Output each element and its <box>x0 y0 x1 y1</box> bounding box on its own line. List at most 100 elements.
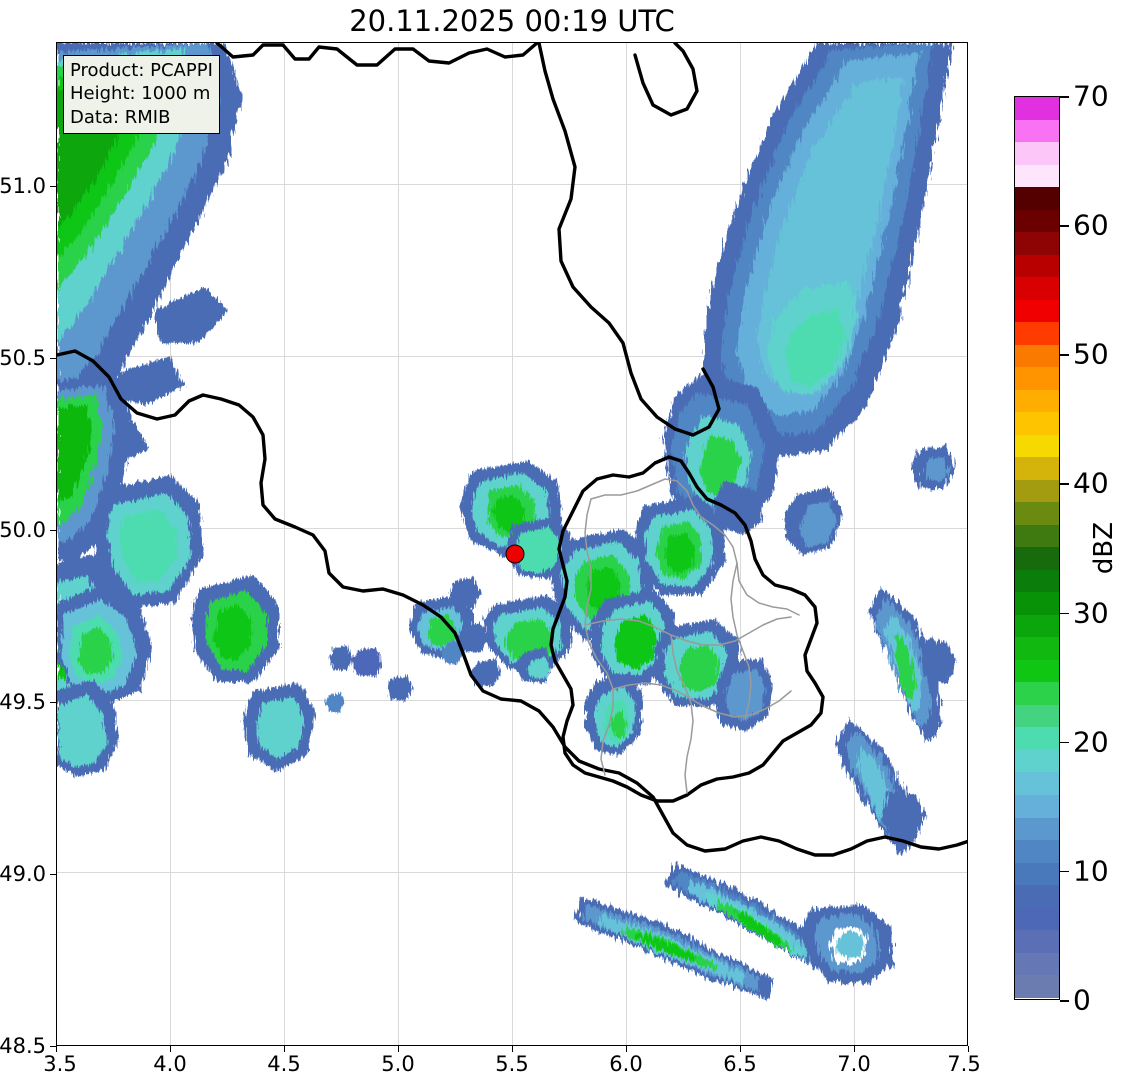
y-tick-label: 49.0 <box>0 862 46 886</box>
colorbar-tick <box>1060 870 1069 873</box>
colorbar-segment <box>1015 254 1059 278</box>
colorbar-segment <box>1015 885 1059 908</box>
colorbar-segment <box>1015 187 1059 210</box>
colorbar-segment <box>1015 367 1059 390</box>
gridline-vertical <box>284 43 285 1045</box>
colorbar-segment <box>1015 322 1059 345</box>
y-tick <box>50 702 56 703</box>
gridline-horizontal <box>57 356 967 357</box>
echo-southeast-lines <box>575 445 957 999</box>
x-tick <box>398 1046 399 1052</box>
colorbar-segment <box>1015 907 1059 931</box>
colorbar-tick <box>1060 96 1069 98</box>
colorbar-tick <box>1060 612 1069 615</box>
colorbar-segment <box>1015 457 1059 480</box>
colorbar-segment <box>1015 772 1059 795</box>
colorbar-segment <box>1015 840 1059 863</box>
info-data-line: Data: RMIB <box>70 106 171 128</box>
gridline-horizontal <box>57 184 967 185</box>
y-tick-label: 51.0 <box>0 174 46 198</box>
product-info-box: Product: PCAPPI Height: 1000 m Data: RMI… <box>63 55 220 135</box>
colorbar-tick-label: 50 <box>1073 337 1109 371</box>
country-borders <box>57 43 967 857</box>
colorbar-segment <box>1015 412 1059 435</box>
colorbar-segment <box>1015 614 1059 638</box>
x-tick-label: 4.5 <box>267 1052 301 1076</box>
colorbar-segment <box>1015 502 1059 525</box>
x-tick-label: 7.0 <box>837 1052 871 1076</box>
y-tick <box>50 530 56 531</box>
colorbar-segment <box>1015 434 1059 458</box>
colorbar-segment <box>1015 547 1059 570</box>
x-tick <box>512 1046 513 1052</box>
y-tick <box>50 358 56 359</box>
x-tick-label: 3.5 <box>43 1052 77 1076</box>
echo-luxembourg-showers <box>409 461 773 755</box>
dbz-colorbar[interactable] <box>1014 96 1060 1000</box>
gridline-vertical <box>398 43 399 1045</box>
y-tick-label: 48.5 <box>0 1034 46 1058</box>
x-tick <box>284 1046 285 1052</box>
colorbar-segment <box>1015 232 1059 255</box>
colorbar-segment <box>1015 164 1059 188</box>
gridline-horizontal <box>57 872 967 873</box>
colorbar-segment <box>1015 524 1059 548</box>
colorbar-tick-label: 70 <box>1073 79 1109 113</box>
y-tick <box>50 186 56 187</box>
colorbar-tick-label: 10 <box>1073 854 1109 888</box>
colorbar-segment <box>1015 277 1059 300</box>
colorbar-segment <box>1015 299 1059 323</box>
info-product-line: Product: PCAPPI <box>70 60 213 81</box>
y-tick-label: 49.5 <box>0 690 46 714</box>
colorbar-segment <box>1015 389 1059 413</box>
colorbar-tick-label: 0 <box>1073 983 1091 1017</box>
colorbar-tick-label: 20 <box>1073 725 1109 759</box>
colorbar-segment <box>1015 479 1059 503</box>
x-tick <box>740 1046 741 1052</box>
colorbar-tick <box>1060 225 1069 227</box>
colorbar-segment <box>1015 659 1059 683</box>
y-tick-label: 50.5 <box>0 346 46 370</box>
echo-west-cluster <box>57 373 131 563</box>
x-tick <box>626 1046 627 1052</box>
radar-map-canvas <box>57 43 967 999</box>
x-tick-label: 5.0 <box>381 1052 415 1076</box>
radar-site-marker[interactable] <box>505 544 525 564</box>
echo-northeast-band <box>703 43 953 457</box>
colorbar-segment <box>1015 975 1059 998</box>
echo-small-scattered <box>325 577 553 713</box>
echo-midwest-blobs <box>91 475 315 771</box>
colorbar-tick <box>1060 483 1069 485</box>
colorbar-segment <box>1015 704 1059 728</box>
luxembourg-district-borders <box>584 478 800 794</box>
colorbar-segment <box>1015 930 1059 953</box>
x-tick-label: 7.5 <box>947 1052 981 1076</box>
x-tick-label: 6.0 <box>609 1052 643 1076</box>
colorbar-tick-label: 60 <box>1073 208 1109 242</box>
colorbar-title: dBZ <box>1089 521 1119 575</box>
colorbar-segment <box>1015 862 1059 886</box>
colorbar-segment <box>1015 952 1059 976</box>
radar-plot-clip <box>57 43 967 1045</box>
colorbar-tick <box>1060 741 1069 744</box>
colorbar-segment <box>1015 749 1059 773</box>
colorbar-segment <box>1015 637 1059 660</box>
colorbar-segment <box>1015 209 1059 233</box>
colorbar-segment <box>1015 794 1059 818</box>
radar-plot-area[interactable] <box>56 42 968 1046</box>
x-tick-label: 4.0 <box>153 1052 187 1076</box>
info-height-line: Height: 1000 m <box>70 83 211 105</box>
colorbar-segment <box>1015 592 1059 615</box>
colorbar-tick-label: 30 <box>1073 596 1109 630</box>
x-tick <box>854 1046 855 1052</box>
colorbar-segment <box>1015 727 1059 750</box>
colorbar-segment <box>1015 97 1059 120</box>
colorbar-segment <box>1015 682 1059 705</box>
colorbar-segment <box>1015 119 1059 143</box>
colorbar-tick <box>1060 1000 1069 1002</box>
x-tick <box>56 1046 57 1052</box>
colorbar-tick-label: 40 <box>1073 466 1109 500</box>
colorbar-segment <box>1015 344 1059 368</box>
colorbar-segment <box>1015 142 1059 165</box>
page-title: 20.11.2025 00:19 UTC <box>349 4 675 38</box>
